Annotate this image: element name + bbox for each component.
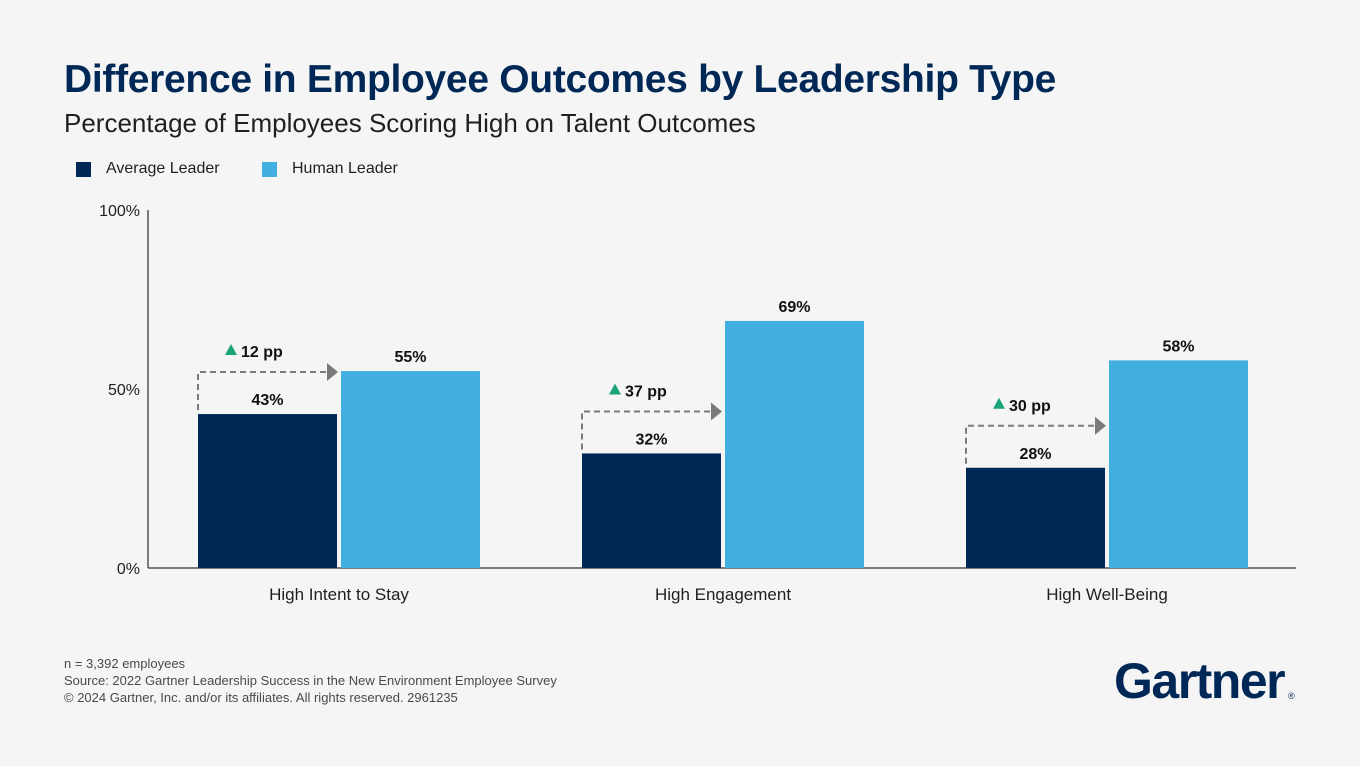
legend-label-average-leader: Average Leader: [106, 160, 220, 177]
difference-connector: [581, 410, 713, 450]
x-tick-label: High Engagement: [655, 585, 791, 604]
legend-label-human-leader: Human Leader: [292, 160, 398, 177]
increase-triangle-icon: [225, 344, 237, 356]
bar-average-leader: [582, 453, 721, 568]
increase-triangle-icon: [609, 383, 621, 395]
source-note: Source: 2022 Gartner Leadership Success …: [64, 673, 557, 688]
data-label-average-leader: 43%: [251, 392, 283, 409]
x-tick-label: High Intent to Stay: [269, 585, 409, 604]
data-label-human-leader: 55%: [394, 349, 426, 366]
sample-size-note: n = 3,392 employees: [64, 656, 186, 671]
y-tick-label: 50%: [108, 382, 140, 399]
legend-swatch-average-leader: [76, 161, 91, 177]
chart-subtitle: Percentage of Employees Scoring High on …: [64, 108, 756, 138]
increase-triangle-icon: [993, 397, 1005, 409]
connector-arrowhead: [711, 402, 722, 421]
y-tick-label: 0%: [117, 561, 140, 578]
footer-notes: n = 3,392 employees Source: 2022 Gartner…: [64, 655, 557, 706]
data-label-average-leader: 32%: [635, 431, 667, 448]
bars: [198, 320, 1248, 568]
registered-mark: ®: [1288, 691, 1295, 701]
legend-item-human-leader: Human Leader: [262, 159, 398, 179]
legend-swatch-human-leader: [262, 161, 277, 177]
bar-human-leader: [341, 371, 480, 568]
difference-label: 30 pp: [1009, 398, 1051, 415]
bar-human-leader: [1109, 360, 1248, 568]
data-label-human-leader: 58%: [1162, 338, 1194, 355]
difference-label: 37 pp: [625, 383, 667, 400]
bar-average-leader: [198, 414, 337, 568]
gartner-logo: Gartner: [1114, 653, 1286, 709]
difference-annotations: 12 pp 37 pp 30 pp: [197, 344, 1106, 464]
data-label-human-leader: 69%: [778, 299, 810, 316]
x-tick-label: High Well-Being: [1046, 585, 1168, 604]
copyright-note: © 2024 Gartner, Inc. and/or its affiliat…: [64, 690, 458, 705]
legend-item-average-leader: Average Leader: [76, 159, 220, 179]
bar-average-leader: [966, 467, 1105, 568]
y-tick-label: 100%: [99, 203, 140, 220]
connector-arrowhead: [327, 363, 338, 382]
bar-human-leader: [725, 320, 864, 568]
difference-label: 12 pp: [241, 344, 283, 361]
data-labels: 43% 55% 32% 69% 28% 58%: [251, 299, 1194, 463]
difference-connector: [197, 371, 329, 411]
x-axis: High Intent to Stay High Engagement High W…: [148, 567, 1296, 604]
data-label-average-leader: 28%: [1019, 446, 1051, 463]
bar-chart: 0% 50% 100% High Intent to Stay High Engage…: [99, 203, 1296, 604]
chart-title: Difference in Employee Outcomes by Leade…: [64, 58, 1057, 101]
connector-arrowhead: [1095, 416, 1106, 435]
y-axis: 0% 50% 100%: [99, 203, 149, 578]
difference-connector: [965, 424, 1097, 464]
